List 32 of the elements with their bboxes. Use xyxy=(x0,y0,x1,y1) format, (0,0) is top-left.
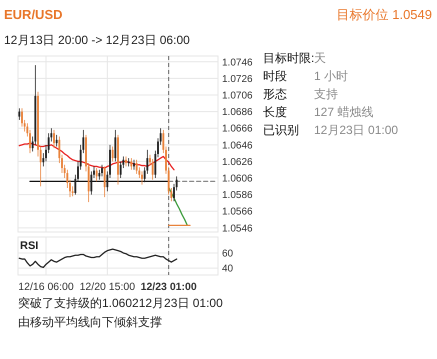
text: 已识别 xyxy=(263,123,299,137)
text: 时段 xyxy=(263,69,287,83)
y-tick-label: 1.0606 xyxy=(222,174,254,185)
chart-subtitle: 12月13日 20:00 -> 12月23日 06:00 xyxy=(4,33,190,47)
y-tick-label: 40 xyxy=(222,264,234,275)
text: 1 小时 xyxy=(314,69,348,83)
y-tick-label: 1.0566 xyxy=(222,206,254,218)
text: 天 xyxy=(314,51,326,65)
y-tick-label: 1.0666 xyxy=(222,124,254,135)
x-tick-label: 12/16 06:00 xyxy=(18,281,74,293)
text: 12月23日 01:00 xyxy=(314,123,398,137)
text: 形态 xyxy=(263,87,287,101)
y-tick-label: 1.0546 xyxy=(222,223,254,234)
x-tick-label: 12/23 01:00 xyxy=(140,281,197,293)
x-tick-label: 12/20 15:00 xyxy=(80,281,136,293)
y-tick-label: 1.0746 xyxy=(222,57,254,68)
y-tick-label: 1.0706 xyxy=(222,90,254,102)
chart-title: EUR/USD xyxy=(4,7,63,22)
text: 长度 xyxy=(263,105,287,119)
text: 目标价位 1.0549 xyxy=(336,7,432,22)
chart-title: RSI xyxy=(20,240,38,252)
text: 支持 xyxy=(314,87,338,101)
text: 127 蜡烛线 xyxy=(314,105,374,119)
text: 目标时限: xyxy=(263,51,314,65)
y-tick-label: 1.0646 xyxy=(222,140,254,152)
text: 突破了支持级的1.060212月23日 01:00 xyxy=(18,296,224,310)
y-tick-label: 1.0626 xyxy=(222,156,254,168)
y-tick-label: 60 xyxy=(222,248,234,260)
text: 由移动平均线向下倾斜支撑 xyxy=(18,315,162,329)
y-tick-label: 1.0726 xyxy=(222,74,254,85)
y-tick-label: 1.0586 xyxy=(222,190,254,202)
y-tick-label: 1.0686 xyxy=(222,107,254,118)
